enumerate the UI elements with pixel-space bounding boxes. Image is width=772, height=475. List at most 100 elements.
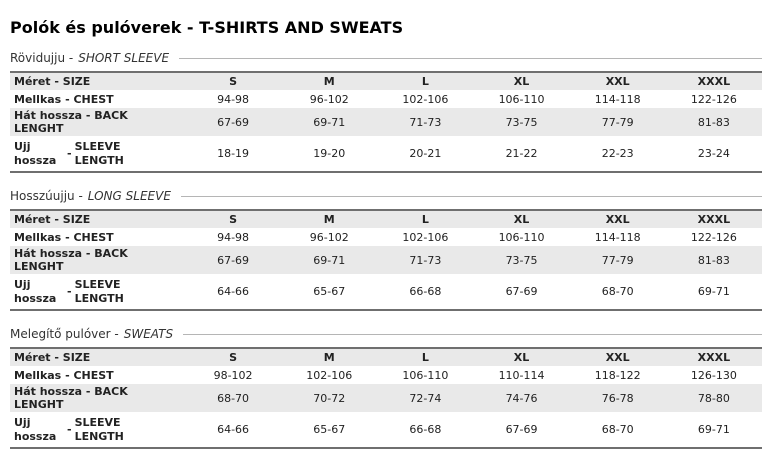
value-cell: 65-67 [313, 285, 346, 298]
size-header-cell: XXL [605, 351, 630, 364]
sleeve-label-en: SLEEVE LENGTH [74, 277, 124, 305]
value-cell: 67-69 [217, 115, 250, 129]
value-cell: 96-102 [309, 230, 349, 244]
value-cell: 114-118 [594, 92, 641, 106]
sleeve-label: Ujj hossza - SLEEVE LENGTH [14, 140, 181, 168]
value-cell: 77-79 [601, 115, 634, 129]
size-table: Méret - SIZE S M L XL XXL XXXL Mellkas - CHEST 9… [10, 71, 762, 173]
value-cell: 74-76 [505, 391, 538, 405]
table-header-row: Méret - SIZE S M L XL XXL XXXL [10, 348, 762, 366]
value-cell: 106-110 [498, 230, 545, 244]
sleeve-label-sep: - [67, 146, 72, 160]
table-header-row: Méret - SIZE S M L XL XXL XXXL [10, 210, 762, 228]
value-cell: 68-70 [601, 423, 634, 436]
value-cell: 20-21 [409, 147, 442, 160]
value-cell: 94-98 [217, 230, 250, 244]
value-cell: 66-68 [409, 423, 442, 436]
size-header-cell: M [323, 351, 335, 364]
size-header-cell: XXXL [697, 213, 731, 226]
page-title: Polók és pulóverek - T-SHIRTS AND SWEATS [10, 18, 404, 37]
section-title-en: LONG SLEEVE [87, 189, 171, 203]
section-title-hu: Rövidujju - [10, 51, 74, 65]
value-cell: 69-71 [313, 115, 346, 129]
value-cell: 102-106 [306, 368, 353, 382]
section-header: Melegítő pulóver - SWEATS [10, 327, 762, 341]
table-row: Hát hossza - BACK LENGHT 68-70 70-72 72-74 7… [10, 384, 762, 412]
sleeve-label: Ujj hossza - SLEEVE LENGTH [14, 278, 181, 306]
value-cell: 94-98 [217, 92, 250, 106]
row-label-cell: Ujj hossza - SLEEVE LENGTH [10, 274, 185, 310]
value-cell: 67-69 [505, 285, 538, 298]
value-cell: 70-72 [313, 391, 346, 405]
sleeve-label-hu: Ujj hossza [14, 139, 57, 167]
value-cell: 102-106 [402, 92, 449, 106]
value-cell: 98-102 [213, 368, 253, 382]
row-label-cell: Hát hossza - BACK LENGHT [14, 109, 128, 135]
value-cell: 106-110 [498, 92, 545, 106]
size-header-cell: S [229, 351, 238, 364]
size-header-cell: L [421, 351, 429, 364]
value-cell: 122-126 [690, 92, 737, 106]
section-title-en: SWEATS [123, 327, 174, 341]
section-title-hu: Hosszúujju - [10, 189, 83, 203]
sleeve-label-en: SLEEVE LENGTH [74, 415, 124, 443]
sleeve-label-hu: Ujj hossza [14, 277, 57, 305]
size-header-cell: XXL [605, 213, 630, 226]
value-cell: 71-73 [409, 253, 442, 267]
value-cell: 67-69 [505, 423, 538, 436]
value-cell: 106-110 [402, 368, 449, 382]
header-label-cell: Méret - SIZE [14, 351, 91, 364]
value-cell: 102-106 [402, 230, 449, 244]
value-cell: 19-20 [313, 147, 346, 160]
row-label-cell: Ujj hossza - SLEEVE LENGTH [10, 136, 185, 172]
row-label-cell: Ujj hossza - SLEEVE LENGTH [10, 412, 185, 448]
size-tables-container: Rövidujju - SHORT SLEEVE Méret - SIZE S M L XL… [10, 51, 762, 449]
value-cell: 126-130 [690, 368, 737, 382]
size-header-cell: M [323, 213, 335, 226]
header-label-cell: Méret - SIZE [14, 75, 91, 88]
value-cell: 73-75 [505, 115, 538, 129]
value-cell: 68-70 [601, 285, 634, 298]
value-cell: 68-70 [217, 391, 250, 405]
size-header-cell: M [323, 75, 335, 88]
value-cell: 69-71 [697, 285, 730, 298]
value-cell: 73-75 [505, 253, 538, 267]
row-label-cell: Mellkas - CHEST [14, 230, 114, 244]
value-cell: 21-22 [505, 147, 538, 160]
size-header-cell: XL [513, 351, 530, 364]
table-row: Mellkas - CHEST 94-98 96-102 102-106 106-110… [10, 90, 762, 108]
table-row: Ujj hossza - SLEEVE LENGTH 64-66 65-67 66-68 6… [10, 274, 762, 310]
header-label-cell: Méret - SIZE [14, 213, 91, 226]
table-row: Mellkas - CHEST 98-102 102-106 106-110 110-1… [10, 366, 762, 384]
table-row: Hát hossza - BACK LENGHT 67-69 69-71 71-73 7… [10, 246, 762, 274]
size-header-cell: XXXL [697, 75, 731, 88]
size-header-cell: L [421, 75, 429, 88]
table-row: Ujj hossza - SLEEVE LENGTH 64-66 65-67 66-68 6… [10, 412, 762, 448]
row-label-cell: Hát hossza - BACK LENGHT [14, 247, 128, 273]
size-header-cell: L [421, 213, 429, 226]
value-cell: 65-67 [313, 423, 346, 436]
size-header-cell: S [229, 75, 238, 88]
sleeve-label-sep: - [67, 284, 72, 298]
size-header-cell: XL [513, 75, 530, 88]
section-header: Hosszúujju - LONG SLEEVE [10, 189, 762, 203]
table-row: Mellkas - CHEST 94-98 96-102 102-106 106-110… [10, 228, 762, 246]
sleeve-label-en: SLEEVE LENGTH [74, 139, 124, 167]
value-cell: 110-114 [498, 368, 545, 382]
value-cell: 77-79 [601, 253, 634, 267]
value-cell: 69-71 [313, 253, 346, 267]
row-label-cell: Hát hossza - BACK LENGHT [14, 385, 128, 411]
section-rule [183, 333, 762, 335]
value-cell: 122-126 [690, 230, 737, 244]
section-title-en: SHORT SLEEVE [78, 51, 170, 65]
value-cell: 72-74 [409, 391, 442, 405]
table-row: Hát hossza - BACK LENGHT 67-69 69-71 71-73 7… [10, 108, 762, 136]
section-rule [180, 195, 762, 197]
value-cell: 69-71 [697, 423, 730, 436]
value-cell: 81-83 [697, 253, 730, 267]
table-header-row: Méret - SIZE S M L XL XXL XXXL [10, 72, 762, 90]
section-title-hu: Melegítő pulóver - [10, 327, 119, 341]
section-header: Rövidujju - SHORT SLEEVE [10, 51, 762, 65]
value-cell: 18-19 [217, 147, 250, 160]
value-cell: 64-66 [217, 285, 250, 298]
